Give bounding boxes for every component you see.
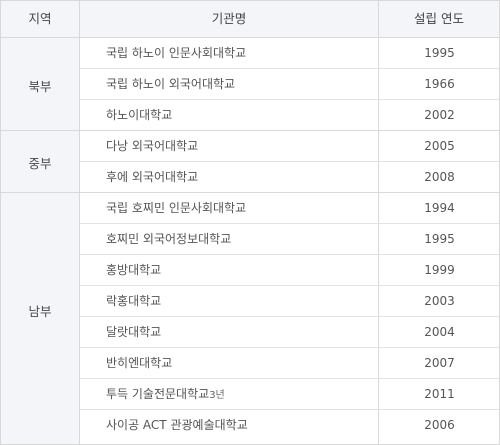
row-divider [80,378,499,379]
founding-year: 1966 [424,77,455,91]
founding-year: 1995 [424,46,455,60]
institution-name: 국립 호찌민 인문사회대학교 [106,201,247,215]
column-divider [378,1,379,444]
group-divider [1,192,499,193]
program-duration-note: 3년 [209,390,225,401]
row-divider [80,254,499,255]
founding-year: 1999 [424,263,455,277]
institution-name: 반히엔대학교 [106,356,173,370]
institution-name: 락홍대학교 [106,294,162,308]
founding-year: 2006 [424,418,455,432]
institution-name-text: 투득 기술전문대학교 [106,387,210,401]
row-divider [80,316,499,317]
row-divider [80,347,499,348]
region-label-central: 중부 [28,156,52,171]
founding-year: 2004 [424,325,455,339]
founding-year: 2002 [424,108,455,122]
founding-year: 2011 [424,387,455,401]
founding-year: 2008 [424,170,455,184]
group-divider [1,130,499,131]
region-cell-central [1,131,79,192]
column-divider [79,1,80,444]
institution-name: 호찌민 외국어정보대학교 [106,232,232,246]
region-cell-south [1,193,79,444]
institution-name: 국립 하노이 외국어대학교 [106,77,236,91]
table-header: 지역 기관명 설립 연도 [1,1,499,38]
institution-name: 투득 기술전문대학교3년 [106,379,225,409]
region-label-north: 북부 [28,79,52,94]
founding-year: 2007 [424,356,455,370]
region-cell-north [1,38,79,130]
row-divider [80,409,499,410]
header-institution: 기관명 [211,11,247,26]
row-divider [80,99,499,100]
institution-name: 후에 외국어대학교 [106,170,199,184]
row-divider [80,68,499,69]
founding-year: 2005 [424,139,455,153]
institution-name: 국립 하노이 인문사회대학교 [106,46,247,60]
header-region: 지역 [28,11,52,26]
row-divider [80,285,499,286]
header-founding-year: 설립 연도 [414,11,464,26]
institution-name: 홍방대학교 [106,263,162,277]
row-divider [80,161,499,162]
region-label-south: 남부 [28,304,52,319]
institution-name: 달랏대학교 [106,325,162,339]
row-divider [80,223,499,224]
founding-year: 1995 [424,232,455,246]
founding-year: 1994 [424,201,455,215]
institution-name: 사이공 ACT 관광예술대학교 [106,418,248,432]
institution-name: 하노이대학교 [106,108,173,122]
institution-name: 다낭 외국어대학교 [106,139,199,153]
founding-year: 2003 [424,294,455,308]
